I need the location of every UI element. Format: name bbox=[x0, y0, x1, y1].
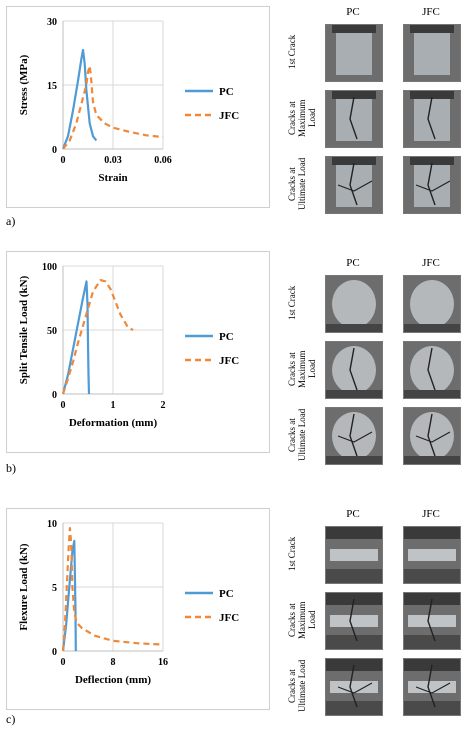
series-line-jfc bbox=[62, 64, 164, 150]
panel-letter: a) bbox=[6, 214, 16, 228]
x-tick-label: 8 bbox=[111, 657, 116, 668]
photo-row-label: Cracks at Maximum Load bbox=[287, 601, 317, 639]
stress-strain-chart: 0 0.03 0.06 0 15 30 Strain Stress (MPa) PC JFC bbox=[18, 17, 239, 184]
y-tick-label: 0 bbox=[52, 145, 57, 156]
legend-label-jfc: JFC bbox=[219, 612, 239, 624]
x-tick-label: 0.03 bbox=[104, 155, 122, 166]
photo-column-header: JFC bbox=[422, 257, 440, 269]
photo-row-label: 1st Crack bbox=[287, 34, 297, 70]
photo-column-header: PC bbox=[346, 508, 360, 520]
specimen-photo bbox=[403, 90, 461, 148]
x-axis-title: Strain bbox=[98, 172, 127, 184]
specimen-photo bbox=[325, 407, 383, 465]
chart-frame: 0 1 2 0 50 100 Deformation (mm) Split Tensile L… bbox=[6, 251, 270, 453]
y-tick-label: 30 bbox=[47, 17, 57, 28]
specimen-photo bbox=[325, 24, 383, 82]
x-tick-label: 0.06 bbox=[154, 155, 172, 166]
photo-column-header: PC bbox=[346, 6, 360, 18]
photo-row-label: Cracks at Ultimate Load bbox=[287, 659, 307, 713]
series-line-pc bbox=[61, 539, 77, 652]
panel-letter: b) bbox=[6, 461, 16, 475]
specimen-photo-grid: PC JFC 1st Crack Cracks at Maximum Load Crac… bbox=[285, 508, 465, 716]
legend-label-jfc: JFC bbox=[219, 355, 239, 367]
specimen-photo bbox=[325, 341, 383, 399]
chart-frame: 0 8 16 0 5 10 Deflection (mm) Flexure Load (kN)… bbox=[6, 508, 270, 710]
y-tick-label: 15 bbox=[47, 81, 57, 92]
photo-row-label: 1st Crack bbox=[287, 285, 297, 321]
photo-column-header: JFC bbox=[422, 6, 440, 18]
y-axis-title: Split Tensile Load (kN) bbox=[18, 275, 30, 384]
chart-frame: 0 0.03 0.06 0 15 30 Strain Stress (MPa) PC JFC bbox=[6, 6, 270, 208]
photo-row-label: 1st Crack bbox=[287, 536, 297, 572]
specimen-photo bbox=[325, 526, 383, 584]
specimen-photo bbox=[325, 156, 383, 214]
y-tick-label: 50 bbox=[47, 326, 57, 337]
series-line-pc bbox=[61, 280, 91, 395]
panel-c: 0 8 16 0 5 10 Deflection (mm) Flexure Load (kN)… bbox=[0, 490, 474, 733]
legend-label-pc: PC bbox=[219, 331, 234, 343]
x-tick-label: 0 bbox=[61, 400, 66, 411]
series-line-jfc bbox=[61, 279, 134, 395]
photo-column-header: JFC bbox=[422, 508, 440, 520]
x-tick-label: 2 bbox=[161, 400, 166, 411]
specimen-photo bbox=[403, 592, 461, 650]
legend-label-pc: PC bbox=[219, 588, 234, 600]
y-tick-label: 10 bbox=[47, 519, 57, 530]
x-tick-label: 16 bbox=[158, 657, 168, 668]
specimen-photo-grid: PC JFC 1st Crack Cracks at Maximum Load Crac… bbox=[285, 6, 465, 214]
photo-column-header: PC bbox=[346, 257, 360, 269]
series-line-pc bbox=[61, 48, 98, 150]
y-axis-title: Stress (MPa) bbox=[18, 54, 30, 115]
photo-row-label: Cracks at Ultimate Load bbox=[287, 408, 307, 462]
specimen-photo bbox=[403, 526, 461, 584]
specimen-photo bbox=[325, 275, 383, 333]
y-tick-label: 0 bbox=[52, 390, 57, 401]
panel-letter: c) bbox=[6, 712, 16, 726]
specimen-photo bbox=[403, 341, 461, 399]
panel-b: 0 1 2 0 50 100 Deformation (mm) Split Tensile L… bbox=[0, 245, 474, 490]
y-tick-label: 0 bbox=[52, 647, 57, 658]
specimen-photo bbox=[403, 24, 461, 82]
specimen-photo bbox=[325, 90, 383, 148]
x-tick-label: 0 bbox=[61, 657, 66, 668]
photo-row-label: Cracks at Maximum Load bbox=[287, 99, 317, 137]
photo-row-label: Cracks at Maximum Load bbox=[287, 350, 317, 388]
x-axis-title: Deformation (mm) bbox=[69, 417, 158, 429]
photo-row-label: Cracks at Ultimate Load bbox=[287, 157, 307, 211]
specimen-photo bbox=[403, 156, 461, 214]
x-tick-label: 0 bbox=[61, 155, 66, 166]
split-tensile-chart: 0 1 2 0 50 100 Deformation (mm) Split Tensile L… bbox=[18, 262, 239, 429]
flexure-chart: 0 8 16 0 5 10 Deflection (mm) Flexure Load (kN)… bbox=[18, 519, 239, 686]
y-tick-label: 5 bbox=[52, 583, 57, 594]
series-line-jfc bbox=[61, 527, 164, 652]
x-tick-label: 1 bbox=[111, 400, 116, 411]
y-tick-label: 100 bbox=[42, 262, 57, 273]
specimen-photo bbox=[325, 592, 383, 650]
y-axis-title: Flexure Load (kN) bbox=[18, 543, 30, 631]
legend-label-pc: PC bbox=[219, 86, 234, 98]
specimen-photo bbox=[403, 407, 461, 465]
x-axis-title: Deflection (mm) bbox=[75, 674, 151, 686]
specimen-photo bbox=[403, 658, 461, 716]
panel-a: 0 0.03 0.06 0 15 30 Strain Stress (MPa) PC JFC a)… bbox=[0, 0, 474, 245]
specimen-photo bbox=[325, 658, 383, 716]
legend-label-jfc: JFC bbox=[219, 110, 239, 122]
specimen-photo-grid: PC JFC 1st Crack Cracks at Maximum Load Crac… bbox=[285, 257, 465, 467]
specimen-photo bbox=[403, 275, 461, 333]
